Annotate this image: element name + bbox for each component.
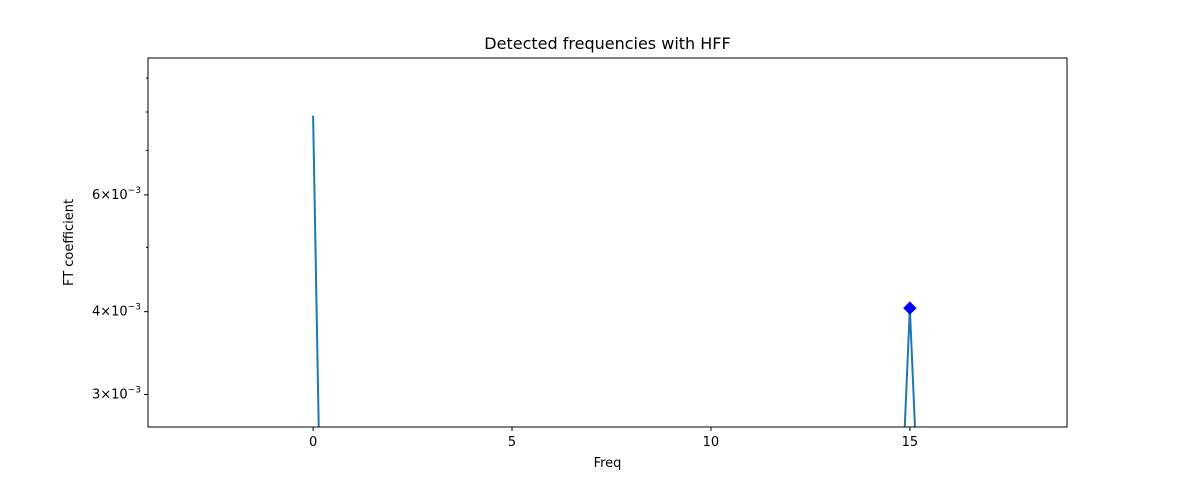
- y-axis-label: FT coefficient: [62, 199, 77, 286]
- y-tick-label: 3×10−3: [92, 386, 141, 403]
- marker-layer: [903, 301, 917, 315]
- y-tick-mantissa: 4×10: [92, 305, 128, 320]
- series-layer: [312, 115, 916, 427]
- x-tick-label: 10: [703, 435, 720, 450]
- x-tick-label: 5: [508, 435, 516, 450]
- x-axis: 0 5 10 15: [309, 427, 918, 450]
- y-tick-mantissa: 6×10: [92, 188, 128, 203]
- plot-frame: [147, 57, 1068, 428]
- y-tick-mantissa: 3×10: [92, 388, 128, 403]
- chart-title: Detected frequencies with HFF: [484, 34, 730, 53]
- x-tick-label: 0: [309, 435, 317, 450]
- y-tick-label: 6×10−3: [92, 186, 141, 203]
- y-tick-label: 4×10−3: [92, 303, 141, 320]
- y-tick-exponent: −3: [128, 186, 141, 196]
- y-tick-exponent: −3: [128, 386, 141, 396]
- y-tick-exponent: −3: [128, 303, 141, 313]
- series-line: [312, 115, 916, 427]
- y-axis: 3×10−34×10−36×10−3: [92, 77, 148, 403]
- x-tick-label: 15: [902, 435, 919, 450]
- x-axis-label: Freq: [594, 456, 622, 471]
- detected-frequency-marker: [903, 301, 917, 315]
